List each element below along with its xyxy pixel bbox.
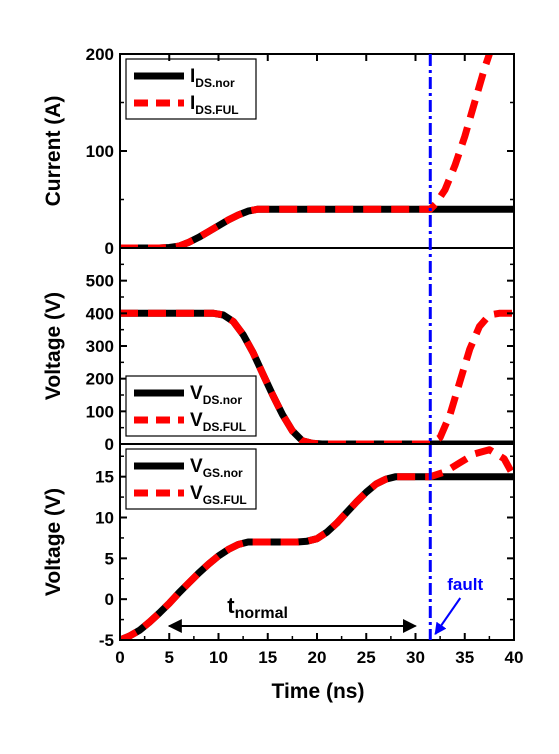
y-tick-label: 200 xyxy=(86,45,114,64)
y-axis-title: Voltage (V) xyxy=(42,488,65,596)
x-tick-label: 25 xyxy=(357,648,376,667)
t-normal-main: t xyxy=(227,593,235,618)
y-tick-label: 400 xyxy=(86,304,114,323)
x-tick-label: 15 xyxy=(258,648,277,667)
legend-label-main: V xyxy=(190,410,203,431)
legend-label-main: V xyxy=(190,483,203,504)
series-line-nor xyxy=(120,205,514,248)
annotations: tnormal fault xyxy=(167,575,483,635)
y-axis-title: Current (A) xyxy=(42,96,65,207)
panel-3-series xyxy=(120,446,514,640)
y-tick-label: 5 xyxy=(105,549,114,568)
legend-label-sub: GS.nor xyxy=(203,466,243,480)
x-tick-label: 40 xyxy=(505,648,524,667)
series-line-ful xyxy=(120,54,493,248)
x-axis: 0 5 10 15 20 25 30 35 40 xyxy=(115,54,523,667)
fault-label: fault xyxy=(447,575,483,594)
x-tick-label: 35 xyxy=(455,648,474,667)
legend-label-main: I xyxy=(190,66,195,87)
x-tick-label: 20 xyxy=(308,648,327,667)
y-tick-label: 300 xyxy=(86,337,114,356)
y-tick-label: 15 xyxy=(95,468,114,487)
x-tick-label: 30 xyxy=(406,648,425,667)
legend-label: VDS.FUL xyxy=(190,410,246,434)
y-tick-label: 10 xyxy=(95,509,114,528)
x-tick-label: 0 xyxy=(115,648,124,667)
t-normal-sub: normal xyxy=(235,605,288,622)
fault-arrow xyxy=(434,597,462,635)
y-tick-label: 500 xyxy=(86,272,114,291)
y-axis-title: Voltage (V) xyxy=(42,292,65,400)
legend-label: VDS.nor xyxy=(190,383,242,407)
y-tick-label: -5 xyxy=(99,631,114,650)
y-tick-label: 100 xyxy=(86,142,114,161)
y-tick-label: 100 xyxy=(86,402,114,421)
legend-label: VGS.nor xyxy=(190,456,243,480)
legend-label-sub: DS.nor xyxy=(195,76,235,90)
legend-label: VGS.FUL xyxy=(190,483,247,507)
legend-label: IDS.FUL xyxy=(190,93,239,117)
legend-label-sub: DS.nor xyxy=(203,393,243,407)
y-tick-label: 0 xyxy=(105,239,114,258)
legend-label-sub: DS.FUL xyxy=(203,420,246,434)
y-tick-label: 200 xyxy=(86,370,114,389)
panel-1-series xyxy=(120,54,514,248)
legend-label-main: V xyxy=(190,383,203,404)
y-tick-label: 0 xyxy=(105,435,114,454)
x-tick-label: 5 xyxy=(165,648,174,667)
x-axis-title: Time (ns) xyxy=(272,680,365,703)
legend-box xyxy=(125,375,257,437)
legend-box xyxy=(125,448,257,510)
legend-label-sub: GS.FUL xyxy=(203,493,247,507)
legend-box xyxy=(125,58,257,120)
legend-label-main: I xyxy=(190,93,195,114)
x-tick-label: 10 xyxy=(209,648,228,667)
legend-label: IDS.nor xyxy=(190,66,235,90)
series-line-ful xyxy=(120,446,514,640)
series-line-nor xyxy=(120,309,514,444)
y-tick-label: 0 xyxy=(105,590,114,609)
legend-label-sub: DS.FUL xyxy=(195,103,238,117)
t-normal-label: tnormal xyxy=(227,593,288,622)
legend-label-main: V xyxy=(190,456,203,477)
